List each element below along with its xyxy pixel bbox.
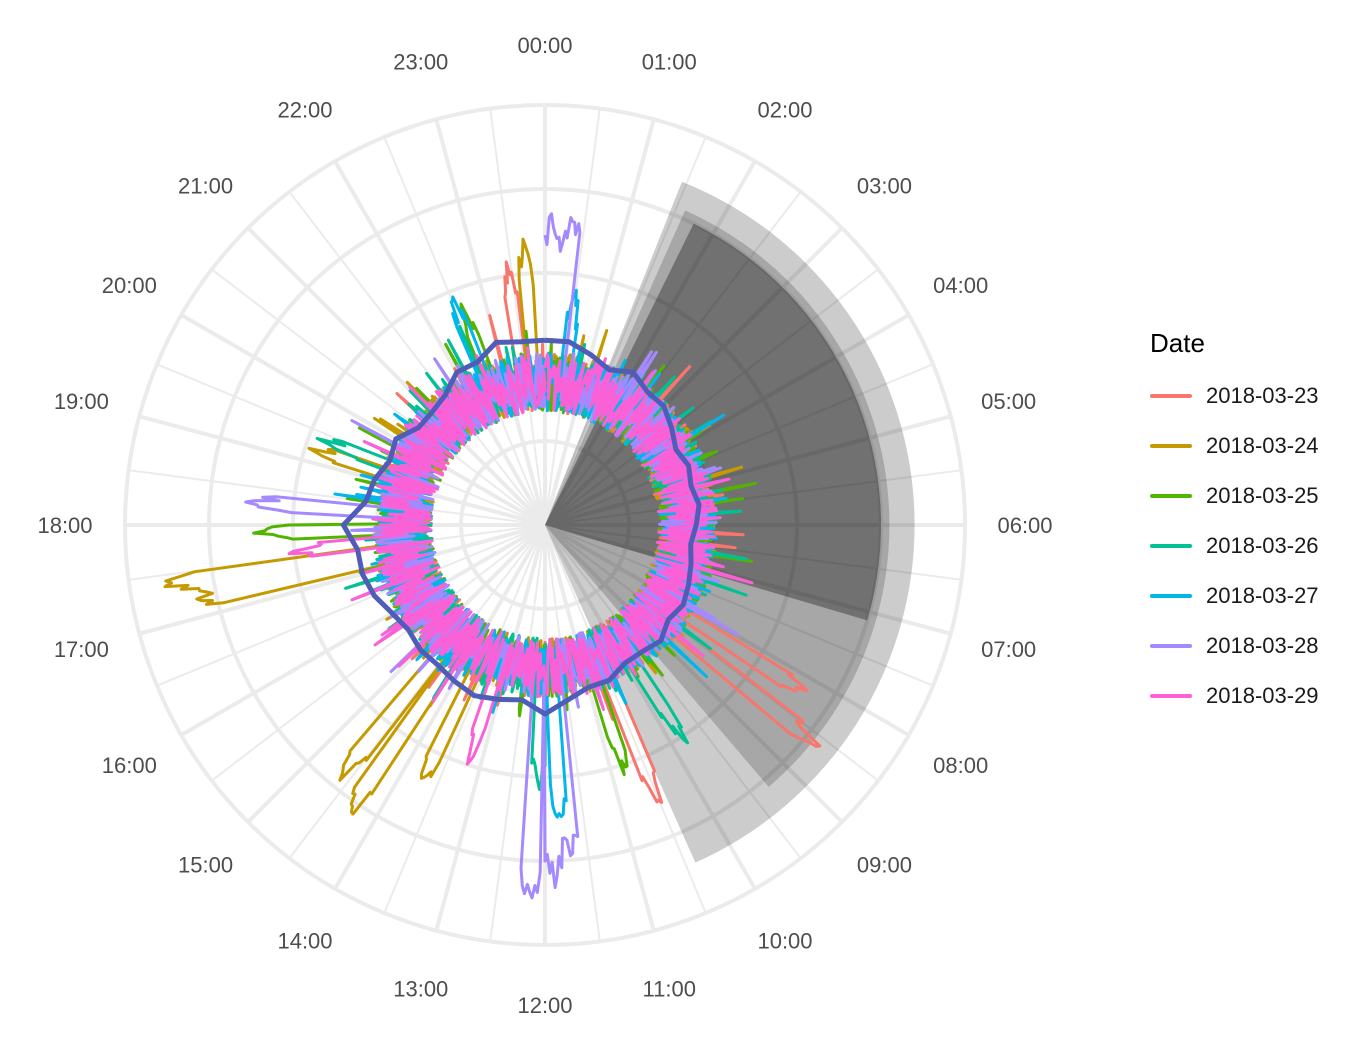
tick-label: 07:00 [981, 637, 1036, 662]
tick-label: 15:00 [178, 852, 233, 877]
grid-spoke [180, 523, 547, 737]
mean-line [340, 337, 702, 717]
tick-label: 19:00 [54, 389, 109, 414]
grid-spoke [543, 313, 910, 527]
legend-label: 2018-03-29 [1206, 683, 1319, 708]
grid-spoke [128, 469, 546, 526]
series-lines [163, 212, 822, 900]
legend-key [1150, 544, 1192, 548]
legend-item: 2018-03-29 [1150, 671, 1319, 721]
grid-spoke [434, 524, 547, 932]
grid-spoke [544, 523, 952, 636]
grid-spoke [544, 268, 879, 526]
legend-key [1150, 494, 1192, 498]
grid-spoke [246, 523, 547, 824]
tick-label: 18:00 [37, 513, 92, 538]
tick-label: 17:00 [54, 637, 109, 662]
tick-label: 23:00 [393, 49, 448, 74]
legend-item: 2018-03-28 [1150, 621, 1319, 671]
legend-item: 2018-03-24 [1150, 421, 1319, 471]
grid-spoke [489, 524, 546, 942]
grid-spoke [543, 523, 757, 890]
legend-key [1150, 694, 1192, 698]
legend: Date 2018-03-23 2018-03-24 2018-03-25 2018-… [1150, 328, 1319, 721]
tick-label: 20:00 [102, 273, 157, 298]
grid-spoke [544, 524, 802, 859]
legend-label: 2018-03-24 [1206, 433, 1319, 458]
grid-spoke [180, 313, 547, 527]
grid-spoke [333, 523, 547, 890]
tick-label: 04:00 [933, 273, 988, 298]
grid-spoke [544, 136, 707, 526]
grid-spoke [544, 414, 952, 527]
legend-item: 2018-03-26 [1150, 521, 1319, 571]
grid-spoke [383, 136, 546, 526]
grid-spoke [543, 524, 656, 932]
grid-spoke [138, 523, 546, 636]
grid-spoke [543, 160, 757, 527]
grid-spoke [211, 268, 546, 526]
grid-spoke [544, 524, 934, 687]
grid-spoke [288, 191, 546, 526]
legend-item: 2018-03-25 [1150, 471, 1319, 521]
legend-item: 2018-03-27 [1150, 571, 1319, 621]
grid-spoke [543, 226, 844, 527]
tick-label: 02:00 [757, 97, 812, 122]
grid-spoke [544, 191, 802, 526]
tick-label: 11:00 [643, 977, 696, 1002]
legend-label: 2018-03-27 [1206, 583, 1319, 608]
grid-spoke [543, 523, 844, 824]
legend-label: 2018-03-28 [1206, 633, 1319, 658]
tick-label: 06:00 [997, 513, 1052, 538]
tick-label: 22:00 [277, 97, 332, 122]
legend-key [1150, 394, 1192, 398]
tick-label: 13:00 [393, 977, 448, 1002]
grid-spoke [544, 524, 962, 581]
legend-key [1150, 444, 1192, 448]
series-line-2018-03-28 [244, 212, 739, 900]
tick-label: 10:00 [757, 929, 812, 954]
tick-label: 00:00 [517, 33, 572, 58]
grid-spoke [489, 108, 546, 526]
grid-spoke [333, 160, 547, 527]
tick-label: 09:00 [857, 852, 912, 877]
legend-key [1150, 594, 1192, 598]
grid-spoke [383, 524, 546, 914]
tick-label: 05:00 [981, 389, 1036, 414]
legend-title: Date [1150, 328, 1205, 358]
legend-label: 2018-03-25 [1206, 483, 1319, 508]
legend-label: 2018-03-26 [1206, 533, 1319, 558]
tick-label: 14:00 [277, 929, 332, 954]
grid-spoke [138, 414, 546, 527]
legend-item: 2018-03-23 [1150, 371, 1319, 421]
grid-spoke [544, 469, 962, 526]
grid-spoke [246, 226, 547, 527]
grid-spoke [211, 524, 546, 782]
legend-items: 2018-03-23 2018-03-24 2018-03-25 2018-03-26… [1150, 371, 1319, 721]
grid-spoke [544, 524, 879, 782]
tick-label: 08:00 [933, 753, 988, 778]
tick-label: 01:00 [642, 49, 697, 74]
shading-wedge [545, 181, 915, 863]
legend-label: 2018-03-23 [1206, 383, 1319, 408]
tick-label: 16:00 [102, 753, 157, 778]
grid-spoke [543, 118, 656, 526]
grid-spoke [544, 524, 707, 914]
tick-label: 12:00 [517, 993, 572, 1018]
tick-label: 03:00 [857, 174, 912, 199]
grid-spoke [544, 108, 601, 526]
grid-spoke [288, 524, 546, 859]
grid-spoke [544, 363, 934, 526]
legend-key [1150, 644, 1192, 648]
grid-spoke [156, 524, 546, 687]
mean-line-path [340, 337, 702, 717]
angular-tick-labels: 00:00 01:00 02:00 03:00 04:00 05:00 06:00 07:00… [37, 33, 1052, 1018]
grid-spoke [544, 524, 601, 942]
tick-label: 21:00 [178, 174, 233, 199]
